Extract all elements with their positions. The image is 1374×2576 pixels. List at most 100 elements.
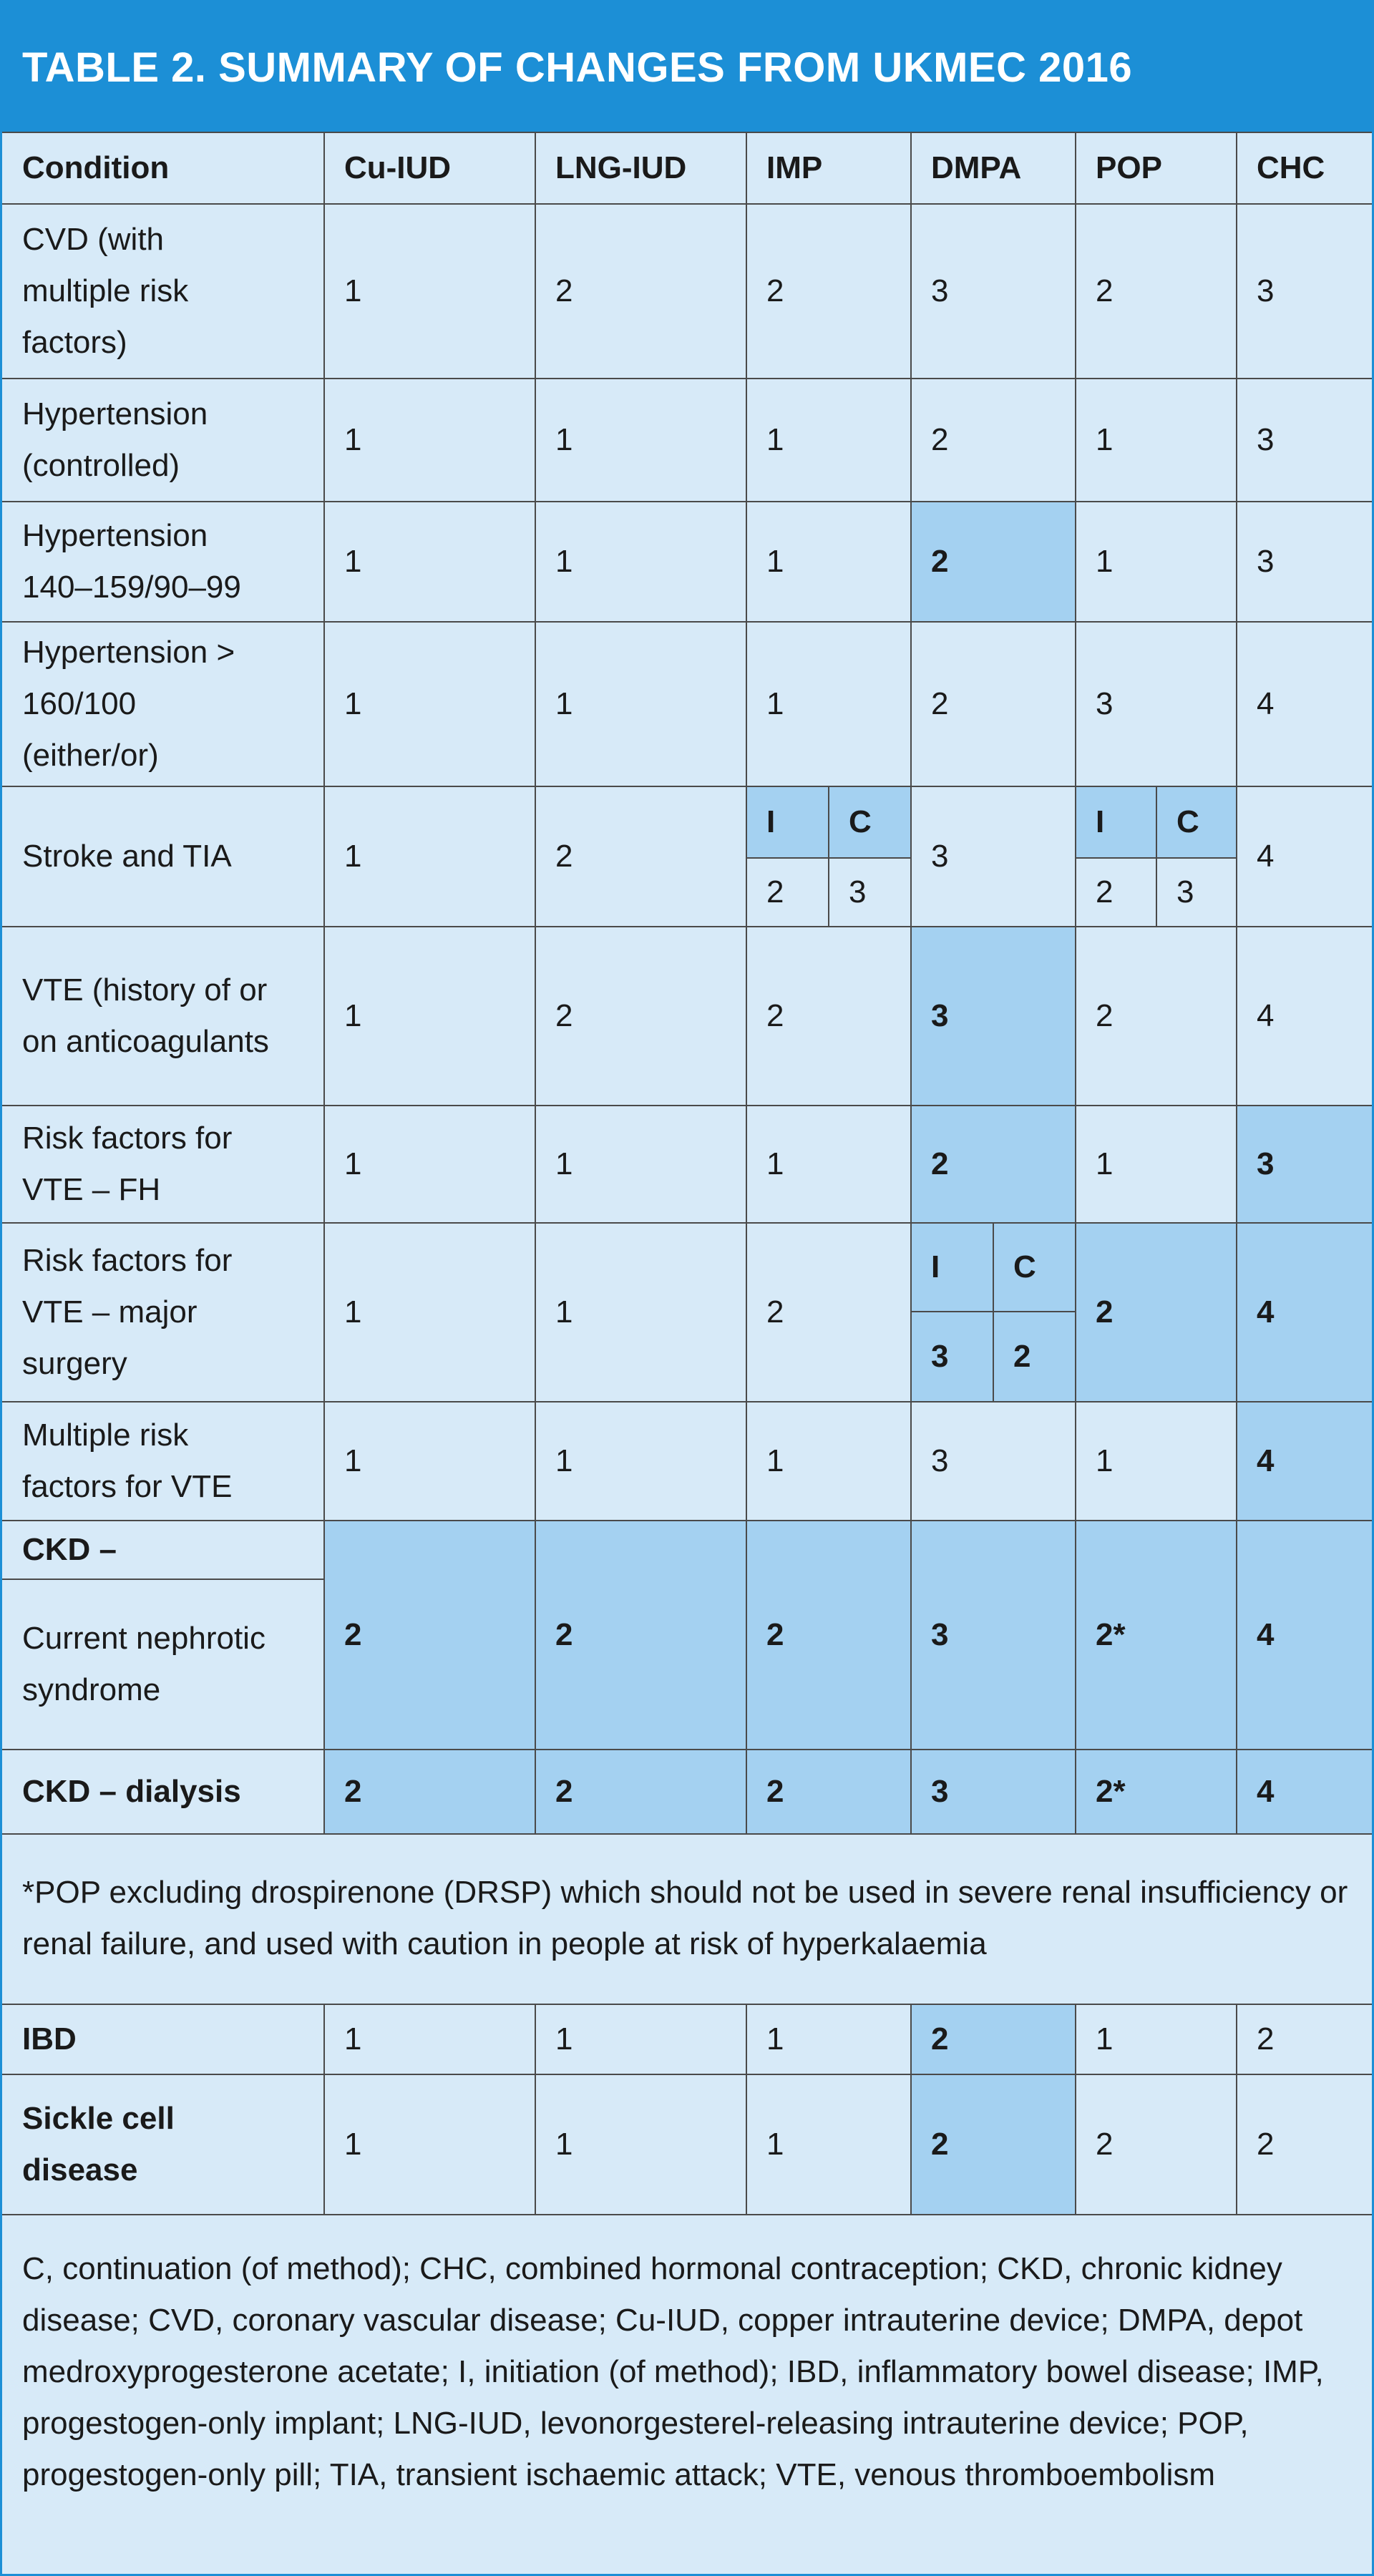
value-cell: 1 [344, 1294, 362, 1330]
value-cell: 1 [555, 2021, 573, 2057]
value-cell: 2* [1096, 1774, 1126, 1809]
value-cell: 2 [766, 273, 784, 308]
value-cell: 1 [555, 2127, 573, 2162]
value-cell: 2 [1096, 273, 1114, 308]
value-cell: 4 [1257, 686, 1275, 721]
value-cell: 3 [931, 273, 949, 308]
value-cell: 2 [766, 998, 784, 1033]
value-cell: 4 [1257, 1294, 1275, 1330]
value-cell: 2 [931, 2127, 949, 2162]
value-cell: 1 [555, 422, 573, 457]
highlight-cell [911, 1106, 1076, 1223]
value-cell: 4 [1257, 839, 1275, 874]
value-cell: 2 [555, 1617, 573, 1652]
value-cell: 1 [766, 2127, 784, 2162]
value-cell: 1 [555, 544, 573, 579]
value-cell: 2* [1096, 1617, 1126, 1652]
value-cell: 1 [555, 1443, 573, 1478]
value-cell: 1 [344, 422, 362, 457]
continuation-value: 2 [1013, 1339, 1031, 1374]
value-cell: 1 [766, 2021, 784, 2057]
continuation-value: 3 [1176, 874, 1194, 909]
value-cell: 2 [931, 544, 949, 579]
initiation-value: 3 [931, 1339, 949, 1374]
value-cell: 2 [931, 1146, 949, 1181]
table-title: TABLE 2. SUMMARY OF CHANGES FROM UKMEC 2… [2, 2, 1372, 132]
value-cell: 3 [931, 1774, 949, 1809]
condition-cell: Sickle cell disease [22, 2101, 175, 2187]
value-cell: 4 [1257, 1617, 1275, 1652]
continuation-label: C [849, 804, 872, 839]
footnote: *POP excluding drospirenone (DRSP) which… [22, 1875, 1348, 1961]
condition-cell: CKD – dialysis [22, 1774, 241, 1809]
value-cell: 2 [344, 1617, 362, 1652]
value-cell: 1 [1096, 422, 1114, 457]
value-cell: 2 [931, 686, 949, 721]
value-cell: 3 [931, 839, 949, 874]
initiation-label: I [931, 1249, 940, 1284]
highlight-cell [1237, 1402, 1372, 1521]
abbreviations: C, continuation (of method); CHC, combin… [22, 2251, 1324, 2492]
value-cell: 2 [1257, 2127, 1275, 2162]
condition-cell: Current nephrotic syndrome [22, 1621, 265, 1707]
value-cell: 3 [931, 1617, 949, 1652]
value-cell: 1 [344, 1443, 362, 1478]
value-cell: 3 [1096, 686, 1114, 721]
header-cell-5: POP [1096, 150, 1162, 185]
condition-cell: VTE (history of or on anticoagulants [22, 972, 269, 1059]
value-cell: 1 [555, 1146, 573, 1181]
value-cell: 2 [931, 422, 949, 457]
value-cell: 2 [1096, 1294, 1114, 1330]
value-cell: 3 [1257, 273, 1275, 308]
initiation-label: I [766, 804, 776, 839]
value-cell: 3 [931, 998, 949, 1033]
value-cell: 1 [344, 544, 362, 579]
value-cell: 1 [344, 839, 362, 874]
initiation-label: I [1096, 804, 1105, 839]
value-cell: 3 [1257, 544, 1275, 579]
continuation-value: 3 [849, 874, 867, 909]
initiation-value: 2 [766, 874, 784, 909]
value-cell: 1 [344, 2021, 362, 2057]
highlight-cell [911, 2004, 1076, 2215]
condition-cell: Risk factors for VTE – major surgery [22, 1243, 233, 1381]
initiation-value: 2 [1096, 874, 1114, 909]
header-cell-4: DMPA [931, 150, 1022, 185]
value-cell: 4 [1257, 1774, 1275, 1809]
condition-cell: IBD [22, 2021, 77, 2057]
value-cell: 2 [555, 998, 573, 1033]
value-cell: 1 [344, 686, 362, 721]
value-cell: 3 [931, 1443, 949, 1478]
value-cell: 1 [1096, 1146, 1114, 1181]
value-cell: 1 [766, 1146, 784, 1181]
condition-cell: CKD – [22, 1532, 117, 1567]
value-cell: 1 [1096, 2021, 1114, 2057]
header-cell-0: Condition [22, 150, 170, 185]
condition-cell: CVD (with multiple risk factors) [22, 222, 189, 360]
value-cell: 2 [344, 1774, 362, 1809]
header-cell-3: IMP [766, 150, 823, 185]
value-cell: 1 [344, 273, 362, 308]
value-cell: 1 [555, 686, 573, 721]
highlight-cell [1237, 1106, 1372, 1223]
value-cell: 1 [1096, 544, 1114, 579]
value-cell: 2 [555, 1774, 573, 1809]
condition-cell: Risk factors for VTE – FH [22, 1121, 233, 1207]
condition-cell: Multiple risk factors for VTE [22, 1418, 233, 1504]
value-cell: 2 [1257, 2021, 1275, 2057]
value-cell: 1 [766, 422, 784, 457]
header-cell-1: Cu-IUD [344, 150, 452, 185]
value-cell: 1 [344, 1146, 362, 1181]
highlight-cell [911, 927, 1076, 1106]
condition-cell: Stroke and TIA [22, 839, 232, 874]
condition-cell: Hypertension > 160/100 (either/or) [22, 635, 235, 773]
header-cell-6: CHC [1257, 150, 1325, 185]
value-cell: 3 [1257, 1146, 1275, 1181]
highlight-cell [911, 502, 1076, 622]
value-cell: 2 [931, 2021, 949, 2057]
condition-cell: Hypertension (controlled) [22, 396, 208, 483]
value-cell: 3 [1257, 422, 1275, 457]
value-cell: 1 [555, 1294, 573, 1330]
